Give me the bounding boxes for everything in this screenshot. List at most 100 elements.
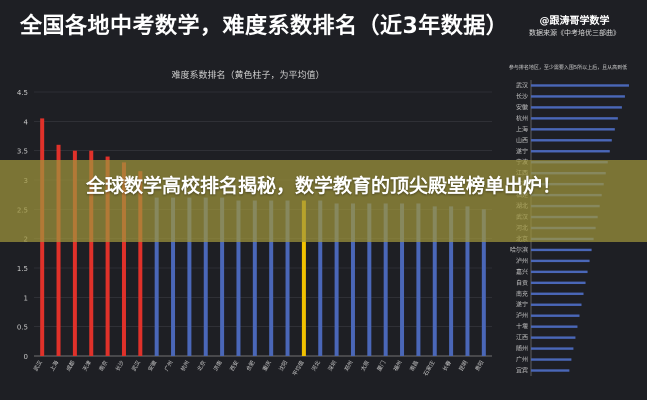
left-x-tick-label: 广州 — [162, 359, 174, 373]
left-bar — [154, 197, 159, 356]
left-x-tick-label: 杭州 — [179, 359, 191, 373]
left-y-tick-label: 1.5 — [17, 265, 28, 273]
left-x-tick-label: 沈阳 — [277, 359, 289, 373]
left-bar — [269, 200, 274, 356]
left-y-tick-label: 1 — [24, 294, 28, 302]
left-x-tick-label: 长春 — [440, 359, 453, 373]
left-y-tick-label: 3.5 — [17, 148, 28, 156]
right-bar — [531, 314, 580, 317]
left-bar — [72, 150, 77, 356]
left-y-tick-label: 0.5 — [17, 324, 28, 332]
right-bar — [531, 84, 629, 87]
right-bar — [531, 358, 572, 361]
left-x-tick-label: 长沙 — [113, 359, 126, 373]
right-bar — [531, 117, 618, 120]
right-bar — [531, 128, 615, 131]
right-bar — [531, 347, 574, 350]
left-bar — [121, 162, 126, 356]
right-bar — [531, 95, 625, 98]
right-bar — [531, 150, 610, 153]
left-bar — [301, 200, 306, 356]
left-chart-title: 难度系数排名（黄色柱子，为平均值） — [171, 69, 324, 81]
left-bar — [465, 206, 470, 356]
right-bar — [531, 270, 588, 274]
right-category-label: 嘉兴 — [516, 268, 528, 276]
left-x-tick-label: 北京 — [195, 359, 208, 373]
left-x-tick-label: 深圳 — [326, 359, 339, 373]
left-bar — [89, 150, 94, 356]
left-x-tick-label: 贵阳 — [473, 359, 485, 373]
left-bar — [171, 197, 176, 356]
left-bar — [334, 203, 339, 356]
right-category-label: 安徽 — [516, 103, 528, 111]
right-bar — [531, 292, 584, 295]
left-x-tick-label: 福州 — [391, 359, 403, 373]
right-bar — [531, 248, 592, 252]
left-bar — [416, 203, 421, 356]
right-category-label: 十堰 — [516, 323, 528, 331]
left-chart-bars — [40, 118, 486, 357]
left-y-tick-label: 4.5 — [17, 89, 28, 97]
left-x-tick-label: 南京 — [97, 359, 110, 373]
left-bar — [383, 203, 388, 356]
right-category-label: 遂宁 — [516, 301, 528, 309]
left-x-tick-label: 石家庄 — [421, 359, 436, 378]
left-x-tick-label: 武汉 — [130, 359, 143, 373]
page-title: 全国各地中考数学，难度系数排名（近3年数据） — [20, 14, 509, 39]
left-bar — [481, 209, 486, 356]
left-x-tick-label: 武汉 — [31, 359, 44, 373]
left-x-tick-label: 济南 — [211, 359, 224, 373]
right-category-label: 宜宾 — [516, 367, 528, 375]
left-x-tick-label: 上海 — [48, 359, 61, 373]
left-x-tick-label: 平均值 — [290, 359, 305, 378]
right-bar — [531, 303, 582, 306]
left-x-tick-label: 南昌 — [408, 359, 420, 373]
left-bar — [367, 203, 372, 356]
right-bar — [531, 369, 570, 372]
left-bar — [236, 200, 241, 356]
left-x-tick-label: 安徽 — [146, 359, 159, 373]
right-bar — [531, 106, 622, 109]
left-bar — [449, 206, 454, 356]
left-bar — [220, 197, 225, 356]
right-bar — [531, 325, 578, 328]
right-category-label: 泸州 — [516, 257, 528, 265]
right-category-label: 广州 — [516, 356, 528, 364]
left-x-tick-label: 太原 — [359, 359, 372, 373]
left-bar — [187, 197, 192, 356]
right-category-label: 南充 — [516, 290, 528, 298]
right-category-label: 长沙 — [516, 92, 528, 100]
right-category-label: 武汉 — [516, 81, 528, 89]
right-category-label: 江西 — [516, 335, 528, 342]
banner-headline[interactable]: 全球数学高校排名揭秘，数学教育的顶尖殿堂榜单出炉！ — [85, 175, 561, 197]
left-bar — [285, 200, 290, 356]
right-category-label: 泸州 — [516, 312, 528, 320]
left-y-tick-label: 4 — [24, 118, 29, 126]
left-bar — [252, 200, 257, 356]
left-x-tick-label: 重庆 — [260, 359, 273, 373]
left-bar — [56, 144, 61, 356]
banner-overlay — [0, 160, 647, 242]
left-bar — [138, 171, 143, 356]
left-bar — [400, 203, 405, 356]
left-bar — [350, 203, 355, 356]
brand-label: @跟涛哥学数学 — [539, 16, 610, 27]
left-bar — [203, 197, 208, 356]
left-x-tick-label: 合肥 — [244, 359, 257, 373]
right-category-label: 杭州 — [516, 114, 528, 122]
right-bar — [531, 281, 586, 285]
left-x-tick-label: 成都 — [64, 359, 77, 373]
left-x-tick-label: 昆明 — [458, 359, 470, 372]
right-category-label: 自贡 — [516, 279, 528, 287]
left-bar — [318, 200, 323, 356]
right-category-label: 哈尔滨 — [510, 246, 528, 254]
right-category-label: 山西 — [516, 136, 528, 144]
left-x-tick-label: 天津 — [81, 359, 93, 372]
right-category-label: 上海 — [516, 125, 528, 133]
left-chart-x-ticks: 武汉 上海 成都 天津 南京 长沙 武汉 安徽 广州 杭州 北京 济南 西安 合肥 重庆 沈阳 平均值 河北 深圳郑… — [31, 359, 485, 378]
right-bar — [531, 259, 590, 263]
left-x-tick-label: 厦门 — [375, 359, 387, 373]
left-x-tick-label: 西安 — [228, 359, 241, 373]
right-bar — [531, 336, 576, 339]
right-bar — [531, 139, 612, 142]
